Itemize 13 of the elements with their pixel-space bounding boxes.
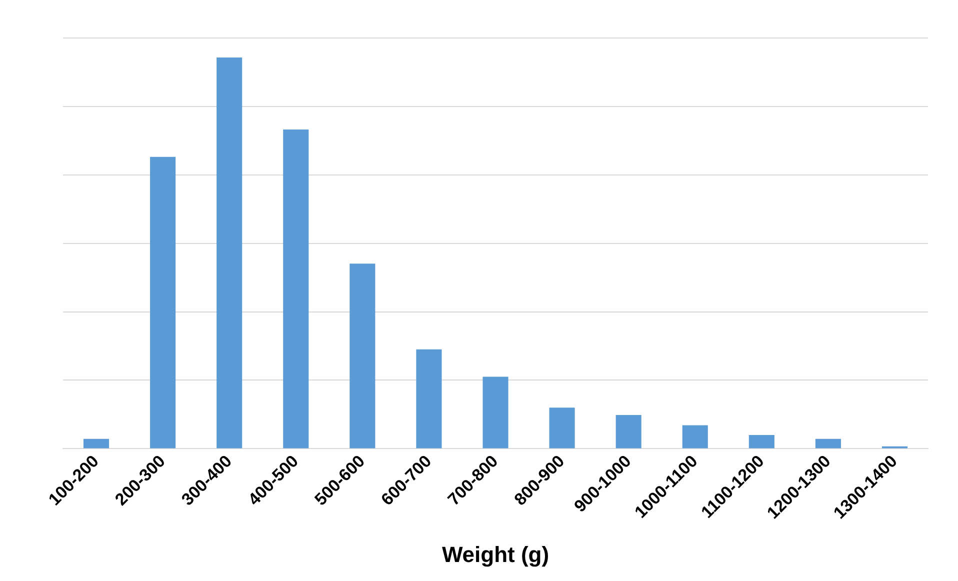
- bar: [682, 425, 708, 448]
- bar: [216, 58, 242, 448]
- x-axis-title: Weight (g): [442, 542, 550, 567]
- bar: [482, 376, 508, 448]
- bar: [748, 435, 774, 448]
- bar: [616, 415, 642, 448]
- bar: [283, 130, 309, 448]
- bar: [83, 438, 110, 448]
- bar: [549, 408, 575, 448]
- bar: [350, 264, 376, 448]
- bar: [815, 438, 841, 448]
- bar: [416, 349, 442, 448]
- bar: [150, 156, 176, 448]
